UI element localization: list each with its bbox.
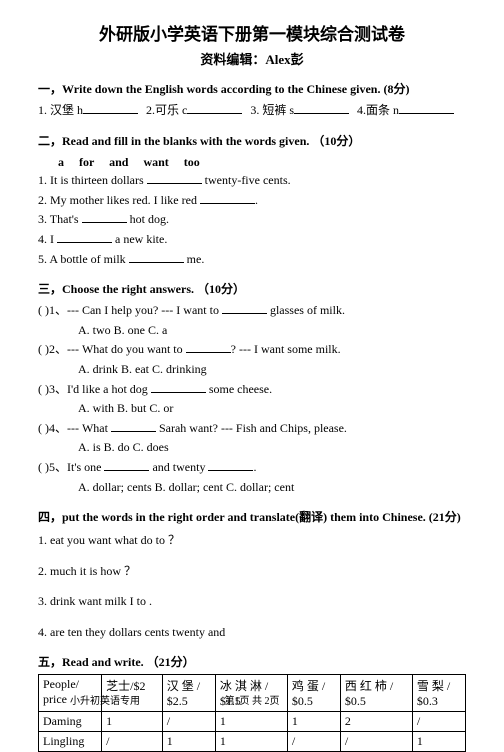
section-2-head: 二，Read and fill in the blanks with the w… (38, 132, 466, 149)
s3-q5-opt: A. dollar; cents B. dollar; cent C. doll… (38, 478, 466, 497)
s3-q3-opt: A. with B. but C. or (38, 399, 466, 418)
price-table: People/ price 芝士/$2 汉 堡 / $2.5 冰 淇 淋 / $… (38, 674, 466, 752)
doc-subtitle: 资料编辑：Alex彭 (38, 49, 466, 68)
s3-q4: ( )4、--- What Sarah want? --- Fish and C… (38, 419, 466, 438)
s3-q4-opt: A. is B. do C. does (38, 438, 466, 457)
s4-q3: 3. drink want milk I to . (38, 592, 466, 611)
s3-q1-opt: A. two B. one C. a (38, 321, 466, 340)
s2-q2: 2. My mother likes red. I like red . (38, 191, 466, 210)
s1-q1b: 2.可乐 c (146, 103, 187, 117)
s3-q2: ( )2、--- What do you want to ? --- I wan… (38, 340, 466, 359)
table-row: Lingling /11 //1 (39, 732, 466, 752)
footer-left: 小升初英语专用 (70, 692, 140, 707)
s2-q4: 4. I a new kite. (38, 230, 466, 249)
s4-q2: 2. much it is how ？ (38, 562, 466, 581)
footer: 小升初英语专用 第1页 共 2页 (0, 692, 504, 707)
section-5-head: 五，Read and write. （21分） (38, 653, 466, 670)
s1-q1c: 3. 短裤 s (250, 103, 294, 117)
section-4-head: 四，put the words in the right order and t… (38, 508, 466, 525)
s1-q1-row: 1. 汉堡 h 2.可乐 c 3. 短裤 s 4.面条 n (38, 101, 466, 120)
s3-q5: ( )5、It's one and twenty . (38, 458, 466, 477)
section-1-head: 一，Write down the English words according… (38, 80, 466, 97)
doc-title: 外研版小学英语下册第一模块综合测试卷 (38, 20, 466, 45)
s4-q1: 1. eat you want what do to ？ (38, 531, 466, 550)
r2-name: Lingling (39, 732, 102, 752)
s2-q1: 1. It is thirteen dollars twenty-five ce… (38, 171, 466, 190)
s2-q5: 5. A bottle of milk me. (38, 250, 466, 269)
s1-q1d: 4.面条 n (357, 103, 399, 117)
s4-q4: 4. are ten they dollars cents twenty and (38, 623, 466, 642)
section-3-head: 三，Choose the right answers. （10分） (38, 280, 466, 297)
r1-name: Daming (39, 712, 102, 732)
s2-q3: 3. That's hot dog. (38, 210, 466, 229)
s2-bank: a for and want too (38, 153, 466, 172)
s3-q3: ( )3、I'd like a hot dog some cheese. (38, 380, 466, 399)
s1-q1a: 1. 汉堡 h (38, 103, 83, 117)
s3-q1: ( )1、--- Can I help you? --- I want to g… (38, 301, 466, 320)
table-row: Daming 1/1 12/ (39, 712, 466, 732)
s3-q2-opt: A. drink B. eat C. drinking (38, 360, 466, 379)
